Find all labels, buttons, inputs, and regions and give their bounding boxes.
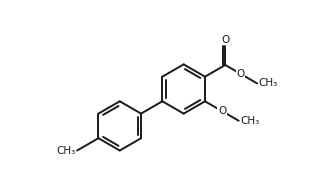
Text: O: O (218, 106, 226, 116)
Text: CH₃: CH₃ (259, 78, 278, 88)
Text: CH₃: CH₃ (240, 116, 259, 126)
Text: O: O (221, 35, 229, 45)
Text: O: O (236, 69, 245, 79)
Text: CH₃: CH₃ (56, 146, 75, 156)
